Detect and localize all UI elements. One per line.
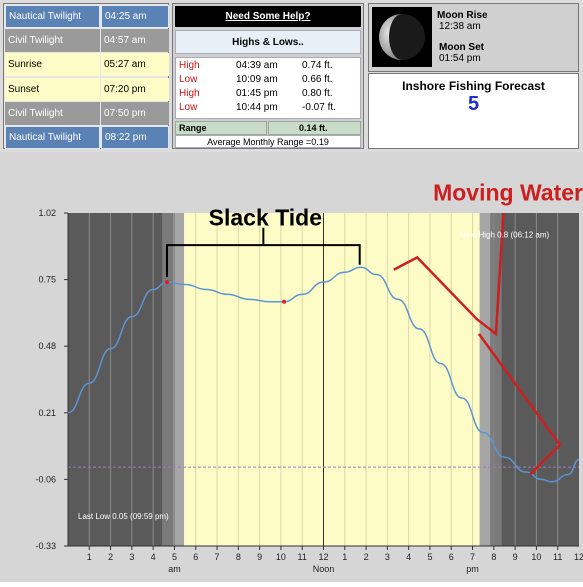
forecast-panel: Inshore Fishing Forecast 5 (368, 73, 579, 149)
tide-type-3: Low (179, 102, 198, 113)
x-tick-label: 7 (470, 552, 475, 562)
forecast-label: Inshore Fishing Forecast (402, 79, 545, 93)
x-tick-label: 6 (449, 552, 454, 562)
slack-tide-label: Slack Tide (209, 204, 322, 230)
x-tick-label: 6 (193, 552, 198, 562)
tide-type-1: Low (179, 74, 198, 85)
x-tick-label: 9 (513, 552, 518, 562)
avg-range: Average Monthly Range =0.19 (207, 136, 329, 147)
twilight-time-5: 08:22 pm (101, 126, 169, 149)
moon-rise-time: 12:38 am (439, 21, 481, 32)
tide-height-2: 0.80 ft. (302, 88, 333, 99)
period-label-0: am (168, 564, 181, 574)
moon-rise-label: Moon Rise (437, 10, 488, 21)
tide-chart-svg: 1.020.750.480.21-0.06-0.331 2 3 4 5 6 7 8 9 10 11 1… (35, 180, 583, 574)
twilight-label-4: Civil Twilight (5, 101, 100, 125)
moving-water-label: Moving Water (433, 180, 583, 206)
x-tick-label: 7 (215, 552, 220, 562)
tides-title-bar: Highs & Lows.. (175, 30, 361, 54)
twilight-label-5: Nautical Twilight (5, 126, 100, 149)
moving-water-arrow-2 (477, 333, 562, 476)
twilight-label-1: Civil Twilight (5, 29, 100, 53)
help-button[interactable]: Need Some Help? (175, 6, 361, 27)
period-label-2: pm (466, 564, 479, 574)
twilight-time-2: 05:27 am (101, 53, 169, 77)
forecast-value: 5 (467, 93, 480, 115)
tide-type-0: High (179, 60, 200, 71)
x-tick-label: 1 (342, 552, 347, 562)
x-tick-label: 8 (491, 552, 496, 562)
tide-curve (67, 266, 580, 483)
x-tick-label: 2 (364, 552, 369, 562)
slack-tide-bracket (166, 227, 361, 278)
y-tick-label: 1.02 (38, 208, 56, 218)
moon-image (372, 7, 432, 67)
tide-time-2: 01:45 pm (236, 88, 278, 99)
x-tick-label: 5 (427, 552, 432, 562)
x-tick-label: 11 (298, 552, 307, 562)
last-low-label: Last Low 0.05 (09:59 pm) (78, 512, 169, 521)
x-tick-label: 12 (318, 552, 328, 562)
range-label-cell: Range (175, 121, 267, 135)
range-value: 0.14 ft. (299, 123, 328, 133)
y-tick-label: 0.48 (38, 341, 56, 351)
range-label: Range (179, 123, 207, 133)
x-tick-label: 10 (531, 552, 541, 562)
tide-height-0: 0.74 ft. (302, 60, 333, 71)
tides-list: High 04:39 am 0.74 ft. Low 10:09 am 0.66 ft. H… (175, 57, 361, 119)
x-tick-label: 10 (276, 552, 286, 562)
range-value-cell: 0.14 ft. (268, 121, 361, 135)
period-label-1: Noon (313, 564, 335, 574)
info-panel: Nautical Twilight 04:25 am Civil Twilight 0… (0, 0, 583, 152)
twilight-label-3: Sunset (5, 77, 100, 101)
daylight-band (184, 213, 480, 546)
x-tick-label: 8 (236, 552, 241, 562)
y-tick-label: 0.21 (38, 408, 56, 418)
x-tick-label: 11 (553, 552, 562, 562)
moon-panel: Moon Rise 12:38 am Moon Set 01:54 pm (368, 3, 579, 72)
moon-set-label: Moon Set (439, 42, 484, 53)
y-tick-label: -0.33 (35, 541, 56, 551)
help-label: Need Some Help? (225, 11, 311, 22)
moon-phase-icon (379, 14, 425, 60)
x-tick-label: 3 (129, 552, 134, 562)
range-bar: Range 0.14 ft. (175, 121, 361, 135)
x-tick-label: 3 (385, 552, 390, 562)
moving-water-arrow-1 (393, 212, 505, 337)
twilight-time-3: 07:20 pm (101, 77, 169, 101)
x-tick-label: 12 (574, 552, 583, 562)
x-tick-label: 4 (151, 552, 156, 562)
tide-height-3: -0.07 ft. (302, 102, 336, 113)
tide-marker-1 (282, 299, 287, 304)
avg-range-bar: Average Monthly Range =0.19 (175, 135, 361, 148)
tides-title: Highs & Lows.. (232, 36, 304, 48)
tide-height-1: 0.66 ft. (302, 74, 333, 85)
x-tick-label: 9 (257, 552, 262, 562)
tide-chart: 1.02 0.75 0.48 0.21 -0.06 -0.33 1 2 3 4 5 6 7 8 9 10 11 1… (0, 152, 583, 582)
x-tick-label: 1 (87, 552, 92, 562)
twilight-time-0: 04:25 am (101, 5, 169, 28)
tides-panel: Need Some Help? Highs & Lows.. High 04:39… (172, 3, 364, 149)
x-tick-label: 5 (172, 552, 177, 562)
tide-type-2: High (179, 88, 200, 99)
twilight-label-0: Nautical Twilight (5, 5, 100, 28)
y-tick-label: 0.75 (38, 275, 56, 285)
next-high-label: Next High 0.8 (06:12 am) (460, 231, 550, 240)
tide-marker-0 (165, 280, 170, 285)
tide-time-1: 10:09 am (236, 74, 278, 85)
tide-time-0: 04:39 am (236, 60, 278, 71)
twilight-time-1: 04:57 am (101, 29, 169, 53)
twilight-table: Nautical Twilight 04:25 am Civil Twilight 0… (3, 3, 169, 149)
x-tick-label: 4 (406, 552, 411, 562)
tide-time-3: 10:44 pm (236, 102, 278, 113)
twilight-time-4: 07:50 pm (101, 101, 169, 125)
twilight-label-2: Sunrise (5, 53, 100, 77)
moon-set-time: 01:54 pm (439, 53, 481, 64)
y-tick-label: -0.06 (35, 474, 56, 484)
x-tick-label: 2 (108, 552, 113, 562)
